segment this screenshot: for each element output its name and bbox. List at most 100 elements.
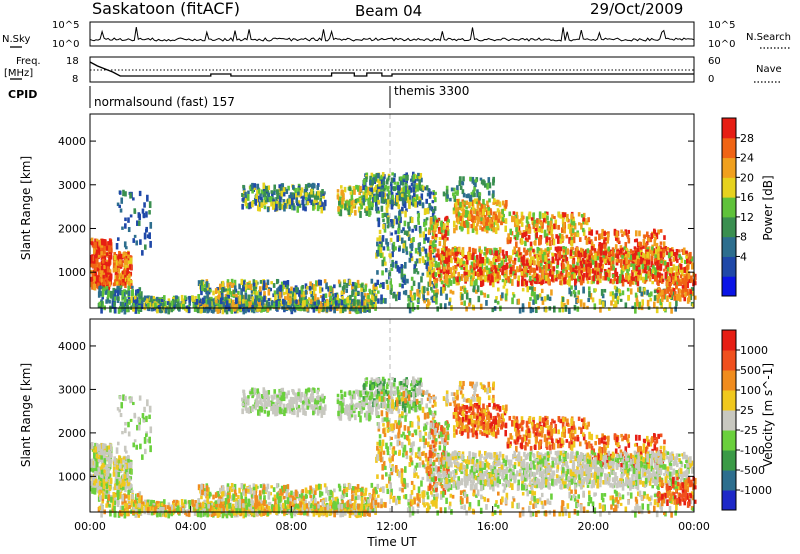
power-cell: [511, 297, 514, 305]
power-cell: [303, 189, 307, 195]
power-cell: [108, 299, 111, 304]
power-cell: [539, 253, 542, 261]
power-cell: [238, 298, 242, 305]
power-cell: [443, 252, 446, 256]
power-cell: [644, 259, 648, 266]
power-cell: [637, 251, 640, 258]
power-cell: [561, 262, 565, 270]
power-cell: [542, 218, 546, 223]
power-cell: [166, 301, 170, 306]
power-cell: [626, 253, 630, 257]
power-cell: [574, 251, 578, 257]
power-cell: [501, 217, 505, 222]
power-cell: [320, 287, 324, 292]
power-cell: [284, 203, 287, 209]
power-cell: [471, 176, 475, 184]
power-cell: [534, 227, 538, 232]
power-cell: [118, 190, 122, 195]
power-cell: [502, 272, 506, 277]
power-cell: [194, 301, 197, 306]
power-cell: [415, 258, 419, 264]
power-cell: [452, 265, 455, 271]
power-cell: [333, 284, 336, 289]
power-cell: [539, 259, 543, 264]
power-cell: [617, 259, 621, 263]
power-cell: [432, 219, 436, 225]
power-cell: [126, 305, 129, 313]
power-cell: [416, 299, 420, 303]
power-cell: [452, 192, 455, 197]
power-cell: [109, 305, 112, 313]
power-cell: [149, 222, 153, 229]
power-cell: [319, 303, 323, 310]
power-cell: [462, 208, 465, 213]
power-cell: [535, 254, 539, 259]
power-cell: [419, 233, 422, 238]
power-cell: [483, 258, 487, 266]
power-cell: [653, 275, 657, 282]
power-cell: [609, 291, 613, 297]
power-cell: [599, 248, 603, 256]
power-cell: [642, 238, 646, 246]
power-cell: [588, 251, 591, 258]
power-cell: [556, 258, 560, 266]
power-cell: [417, 242, 421, 250]
power-cell: [475, 264, 479, 269]
power-cell: [418, 175, 421, 180]
power-cell: [663, 260, 667, 266]
power-cell: [453, 227, 456, 234]
power-cell: [642, 245, 645, 249]
power-cell: [544, 273, 548, 277]
power-cell: [419, 227, 422, 234]
power-cell: [657, 286, 661, 290]
power-cell: [573, 273, 576, 279]
power-cell: [418, 289, 421, 293]
power-cell: [140, 300, 144, 305]
freq-trace: [89, 61, 694, 77]
power-cell: [113, 301, 116, 307]
power-cell: [90, 260, 93, 264]
power-cell: [93, 279, 97, 285]
power-cell: [385, 279, 389, 284]
power-cell: [329, 285, 333, 292]
power-cell: [258, 286, 262, 292]
power-cell: [579, 300, 583, 307]
power-cell: [287, 300, 290, 305]
power-cell: [444, 257, 448, 264]
power-cell: [112, 282, 116, 287]
power-cell: [100, 278, 104, 283]
power-cell: [273, 290, 277, 296]
power-cell: [480, 215, 483, 222]
power-cell: [380, 186, 383, 192]
power-cell: [457, 217, 461, 221]
power-cell: [516, 266, 519, 273]
power-cell: [389, 237, 393, 243]
power-cell: [120, 279, 123, 284]
power-cell: [273, 302, 276, 309]
power-cell: [613, 276, 617, 282]
power-cell: [280, 300, 284, 307]
power-cell: [476, 189, 479, 193]
power-cell: [476, 223, 479, 227]
power-cell: [185, 306, 189, 313]
power-cell: [485, 265, 489, 270]
power-cell: [517, 247, 521, 253]
power-cell: [611, 259, 615, 265]
power-cell: [557, 211, 561, 218]
power-cell: [512, 264, 515, 269]
power-cell: [528, 211, 532, 218]
power-cell: [535, 274, 539, 281]
power-cell: [374, 175, 378, 182]
power-cell: [632, 258, 635, 262]
power-cell: [601, 264, 605, 269]
power-cell: [490, 262, 493, 267]
power-cell: [684, 290, 687, 298]
power-cell: [685, 250, 688, 254]
power-cell: [649, 237, 653, 243]
power-cell: [629, 248, 633, 254]
power-cell: [258, 206, 262, 212]
power-cell: [469, 194, 473, 202]
power-cell: [410, 285, 414, 291]
power-cell: [111, 302, 115, 309]
power-cell: [252, 279, 256, 285]
